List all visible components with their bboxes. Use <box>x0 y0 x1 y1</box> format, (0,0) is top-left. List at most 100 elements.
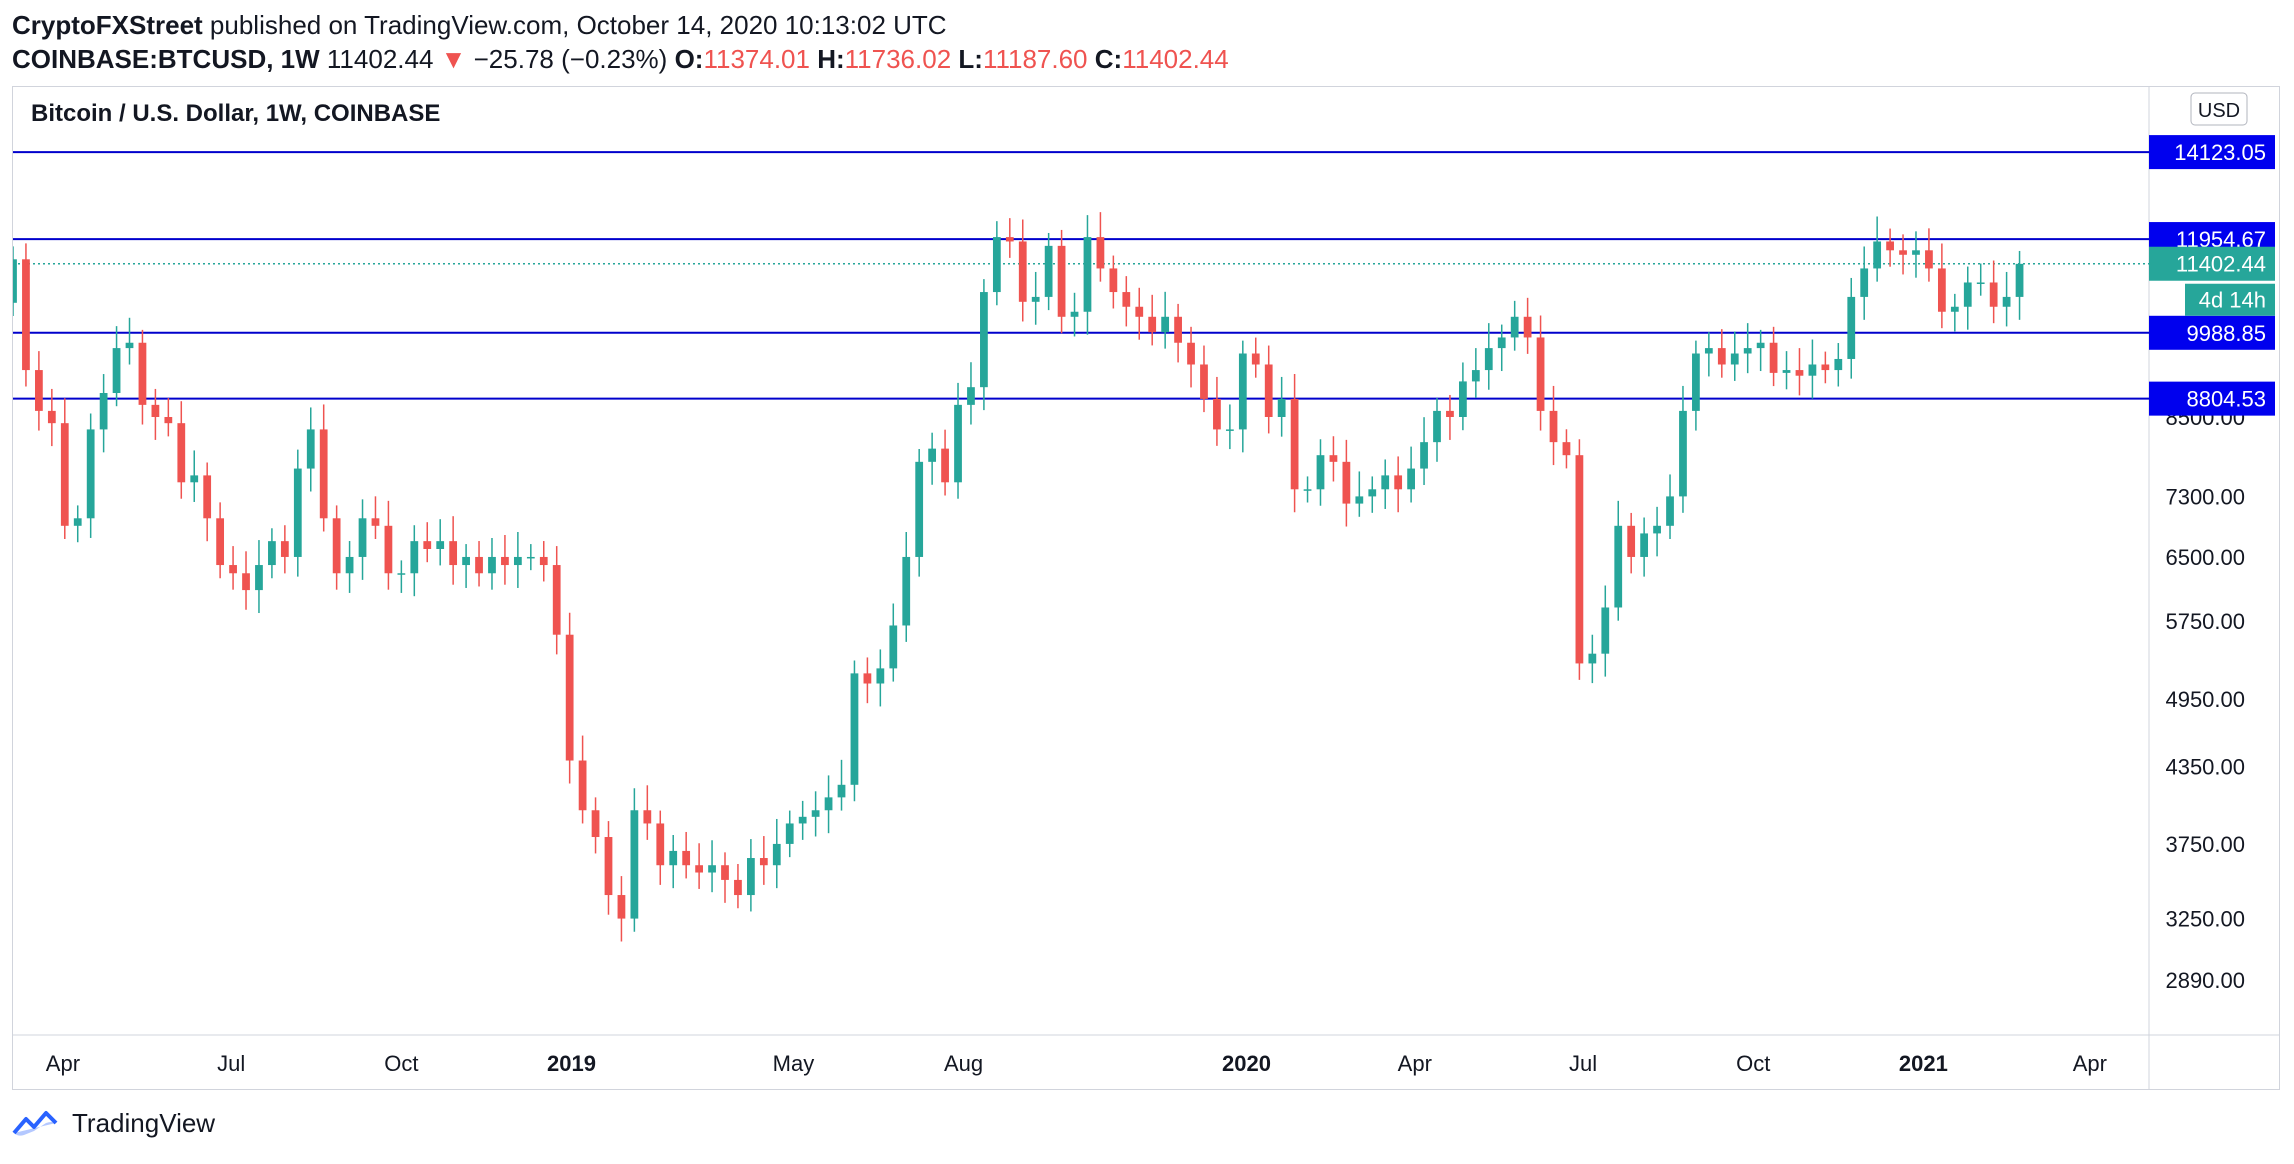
candle-body <box>1562 442 1571 456</box>
author-name[interactable]: CryptoFXStreet <box>12 10 203 40</box>
candle-body <box>397 573 406 575</box>
candle-body <box>1756 342 1765 349</box>
candle-body <box>1381 475 1390 490</box>
x-tick-label: May <box>773 1051 815 1076</box>
chart-frame[interactable]: Bitcoin / U.S. Dollar, 1W, COINBASE 8500.… <box>12 86 2280 1090</box>
candle-body <box>721 865 729 880</box>
x-tick-label: Jul <box>1569 1051 1597 1076</box>
candle-body <box>1251 353 1260 365</box>
candle-body <box>1692 353 1700 411</box>
candle-body <box>358 518 367 557</box>
candle-body <box>1937 268 1946 312</box>
candle-body <box>1277 398 1286 417</box>
x-tick-label: Aug <box>944 1051 983 1076</box>
candle-body <box>1329 455 1338 462</box>
candle-body <box>889 625 898 669</box>
y-tick-label: 4950.00 <box>2165 687 2245 712</box>
candle-body <box>1627 525 1636 557</box>
candle-body <box>850 673 859 785</box>
high-value: 11736.02 <box>844 44 952 74</box>
candle-body <box>1510 316 1519 338</box>
candle-body <box>928 448 937 462</box>
high-label: H: <box>817 44 845 74</box>
close-value: 11402.44 <box>1122 44 1229 74</box>
candle-body <box>280 541 289 557</box>
price-change: −25.78 (−0.23%) <box>473 44 668 74</box>
candle-body <box>1795 370 1804 376</box>
candle-body <box>151 404 160 417</box>
candle-body <box>591 810 600 838</box>
candle-body <box>1536 337 1545 411</box>
last-price-tag-bg <box>2149 246 2275 281</box>
candle-body <box>1096 237 1105 269</box>
candlestick-chart[interactable]: Bitcoin / U.S. Dollar, 1W, COINBASE8500.… <box>13 87 2279 1089</box>
candle-body <box>1070 311 1079 317</box>
candle-body <box>1303 489 1312 491</box>
level-label: 9988.85 <box>2186 321 2266 346</box>
candle-body <box>915 461 924 557</box>
candle-body <box>371 518 380 526</box>
candle-body <box>980 292 988 388</box>
candle-body <box>138 342 147 405</box>
candle-body <box>112 348 121 394</box>
candle-body <box>319 429 328 519</box>
x-tick-label: Apr <box>46 1051 80 1076</box>
candle-body <box>565 634 574 761</box>
candle-body <box>630 810 639 919</box>
candle-body <box>1342 461 1351 504</box>
candle-body <box>1174 316 1182 343</box>
candle-body <box>656 823 665 866</box>
candle-body <box>345 556 354 574</box>
candle-body <box>1148 316 1157 333</box>
x-tick-label: Apr <box>2073 1051 2107 1076</box>
open-value: 11374.01 <box>703 44 810 74</box>
candle-body <box>1433 410 1441 443</box>
candle-body <box>1044 245 1053 297</box>
candle-body <box>1860 268 1869 297</box>
y-tick-label: 7300.00 <box>2165 484 2245 509</box>
candle-body <box>410 541 419 574</box>
countdown-bg <box>2185 283 2275 316</box>
candle-body <box>436 541 445 549</box>
tradingview-brand[interactable]: TradingView <box>72 1108 216 1138</box>
currency-button-bg <box>2190 92 2248 126</box>
candle-body <box>1666 496 1674 526</box>
candle-body <box>669 850 678 866</box>
candle-body <box>1122 292 1131 307</box>
candle-body <box>1821 364 1830 371</box>
candle-body <box>513 556 522 566</box>
last-price-tag: 11402.44 <box>2176 252 2266 277</box>
candle-body <box>1989 282 1998 307</box>
level-label-bg <box>2149 381 2275 416</box>
level-label: 14123.05 <box>2174 140 2266 165</box>
candle-body <box>86 429 95 519</box>
low-label: L: <box>958 44 983 74</box>
candle-body <box>824 797 833 811</box>
candle-body <box>734 879 742 896</box>
publish-line: CryptoFXStreet published on TradingView.… <box>12 8 2282 42</box>
candle-body <box>488 556 496 574</box>
candle-body <box>1018 241 1027 302</box>
x-tick-label: 2021 <box>1899 1051 1948 1076</box>
candle-body <box>332 518 341 574</box>
candle-body <box>1575 455 1584 664</box>
candle-body <box>125 342 134 349</box>
candle-body <box>1497 337 1506 349</box>
candle-body <box>462 556 470 566</box>
candle-body <box>1601 607 1610 654</box>
published-text: published on TradingView.com, October 14… <box>202 10 947 40</box>
y-tick-label: 5750.00 <box>2165 609 2245 634</box>
candle-body <box>216 518 225 566</box>
candle-body <box>1834 358 1843 371</box>
candle-body <box>1471 370 1480 382</box>
candle-body <box>1368 489 1377 497</box>
down-arrow-icon: ▼ <box>440 44 467 74</box>
candle-body <box>1899 250 1907 255</box>
candle-body <box>1161 316 1170 333</box>
candle-body <box>863 673 872 684</box>
candle-body <box>1549 410 1558 443</box>
candle-body <box>501 556 509 566</box>
candle-body <box>242 573 250 591</box>
candle-body <box>1730 353 1739 365</box>
candle-body <box>1886 241 1894 251</box>
